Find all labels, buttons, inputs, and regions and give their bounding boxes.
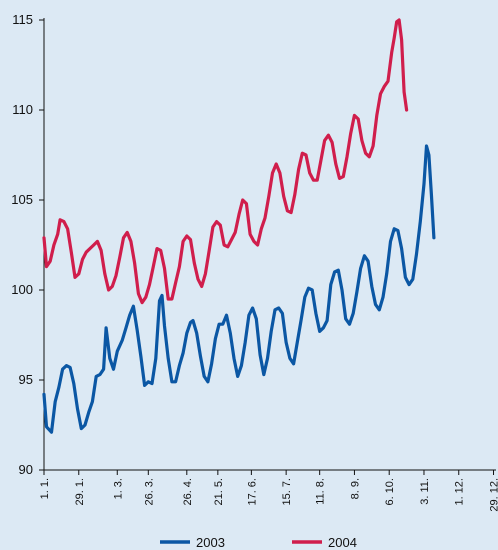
x-tick-label: 1. 12. — [454, 478, 466, 506]
series-line-2004 — [42, 18, 409, 305]
y-tick-label: 95 — [19, 372, 33, 387]
y-axis-ticks: 90 95 100 105 110 115 — [11, 12, 44, 477]
x-tick-label: 26. 4. — [182, 478, 194, 506]
x-tick-label: 21. 5. — [213, 478, 225, 506]
series-line-2003 — [42, 144, 436, 434]
x-tick-label: 3. 11. — [419, 478, 431, 505]
x-tick-label: 29. 1. — [74, 478, 86, 506]
x-tick-label: 26. 3. — [143, 478, 155, 506]
y-tick-label: 100 — [11, 282, 33, 297]
y-tick-label: 110 — [12, 102, 33, 117]
legend: 2003 2004 — [160, 535, 357, 550]
x-tick-label: 8. 9. — [349, 478, 361, 499]
x-axis-ticks: 1. 1. 29. 1. 1. 3. 26. 3. 26. 4. 21. 5. 17. 6.… — [39, 470, 498, 512]
x-tick-label: 17. 6. — [246, 478, 258, 506]
legend-label-2003: 2003 — [196, 535, 225, 550]
x-tick-label: 15. 7. — [281, 478, 293, 506]
y-tick-label: 115 — [12, 12, 33, 27]
legend-label-2004: 2004 — [328, 535, 357, 550]
x-tick-label: 1. 1. — [39, 478, 51, 499]
y-tick-label: 105 — [11, 192, 33, 207]
x-tick-label: 6. 10. — [384, 478, 396, 506]
chart-axes — [43, 18, 496, 471]
y-tick-label: 90 — [19, 462, 33, 477]
x-tick-label: 11. 8. — [315, 478, 327, 505]
x-tick-label: 29. 12. — [489, 478, 498, 512]
x-tick-label: 1. 3. — [112, 478, 124, 499]
series-layer — [42, 18, 436, 434]
